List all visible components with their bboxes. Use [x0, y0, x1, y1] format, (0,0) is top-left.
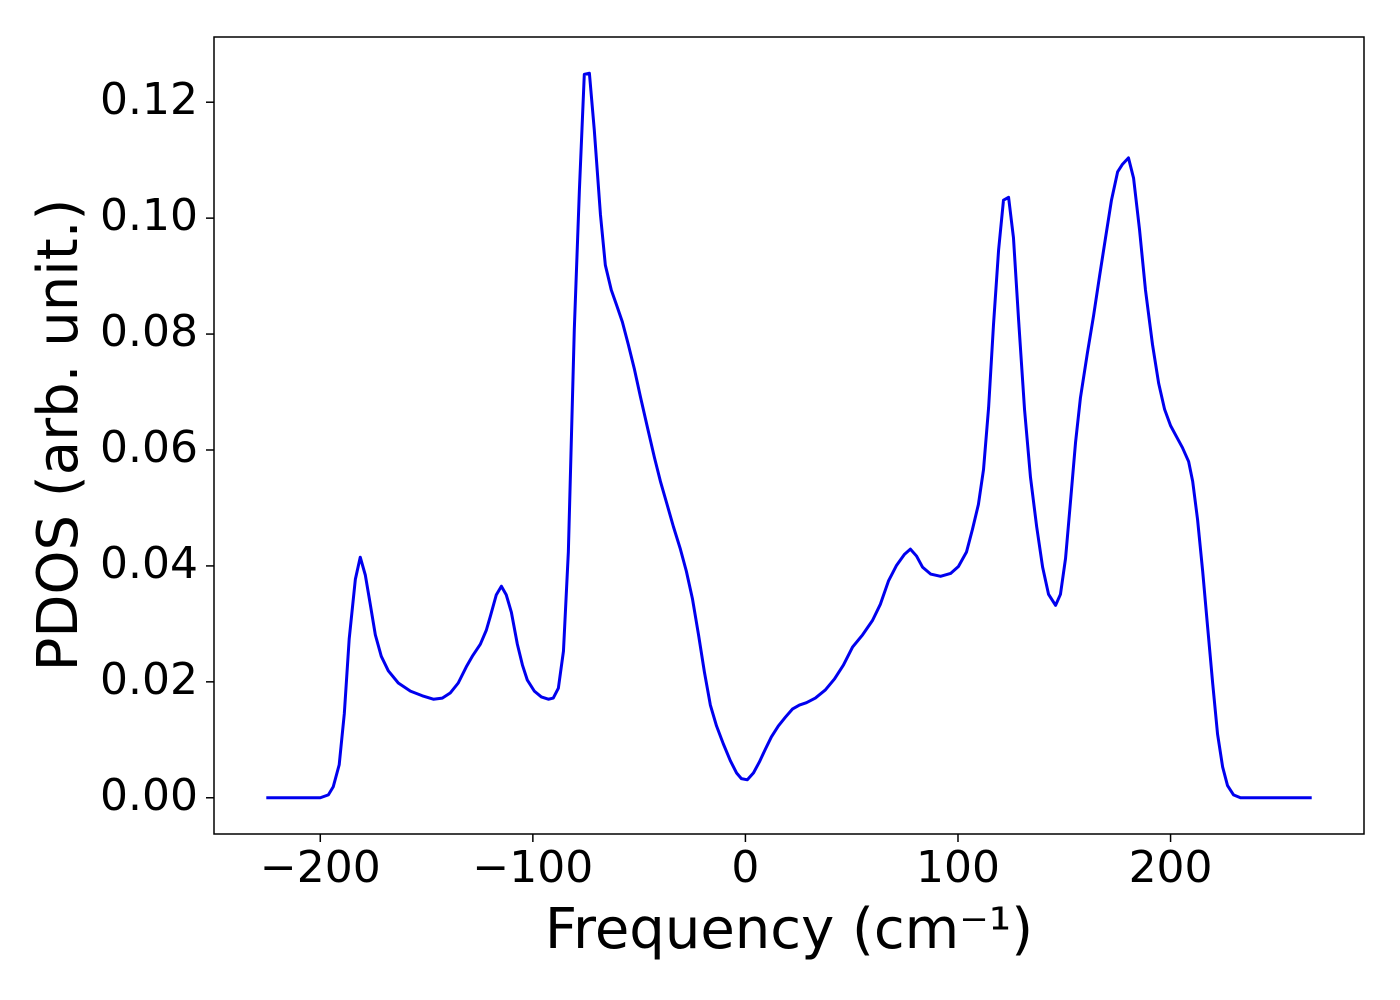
y-tick-label: 0.08	[100, 306, 198, 357]
x-tick-label: 200	[1129, 842, 1213, 893]
y-tick-label: 0.06	[100, 422, 198, 473]
y-tick-label: 0.04	[100, 538, 198, 589]
plot-frame	[213, 36, 1365, 835]
y-tick-label: 0.10	[100, 190, 198, 241]
y-tick-label: 0.00	[100, 770, 198, 821]
y-tick-label: 0.02	[100, 654, 198, 705]
y-tick-label: 0.12	[100, 74, 198, 125]
x-tick-label: 0	[731, 842, 759, 893]
x-tick-label: −100	[472, 842, 593, 893]
x-tick-label: −200	[260, 842, 381, 893]
x-tick-label: 100	[916, 842, 1000, 893]
y-axis-label: PDOS (arb. unit.)	[26, 199, 91, 672]
x-axis-label: Frequency (cm⁻¹)	[545, 897, 1033, 962]
line	[266, 71, 1312, 800]
